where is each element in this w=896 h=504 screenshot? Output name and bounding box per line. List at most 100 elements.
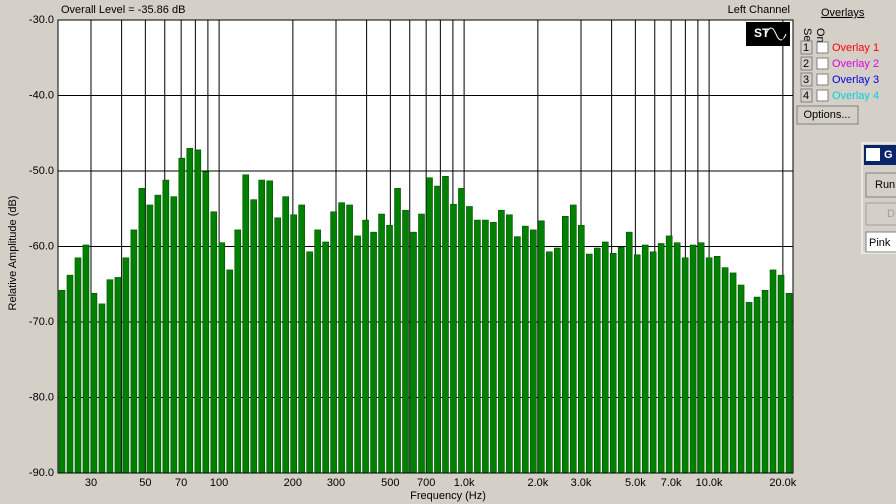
overlay-label: Overlay 2 xyxy=(832,58,879,70)
bar xyxy=(338,202,345,474)
checkbox[interactable] xyxy=(816,41,829,54)
bar xyxy=(410,231,417,474)
bar xyxy=(609,252,617,474)
bar xyxy=(689,244,697,474)
bar xyxy=(314,229,321,474)
bar xyxy=(370,231,377,474)
bar xyxy=(753,296,761,474)
x-tick-label: 50 xyxy=(139,477,151,489)
bar xyxy=(426,177,433,474)
bar xyxy=(170,196,178,474)
overall-level: Overall Level = -35.86 dB xyxy=(61,4,185,16)
bar xyxy=(562,216,569,474)
x-tick-label: 100 xyxy=(210,477,228,489)
bar xyxy=(665,235,673,474)
y-tick-label: -80.0 xyxy=(29,391,54,403)
on-header: On xyxy=(814,28,826,43)
bar xyxy=(490,222,497,474)
checkbox[interactable] xyxy=(816,89,829,102)
disabled-label: D xyxy=(887,208,895,220)
bar xyxy=(434,185,441,474)
bar xyxy=(138,188,146,474)
bar xyxy=(769,269,777,474)
x-tick-label: 5.0k xyxy=(625,477,646,489)
bar xyxy=(386,225,393,474)
bar xyxy=(458,188,465,474)
bar xyxy=(585,253,593,474)
run-button[interactable] xyxy=(865,172,896,198)
set-button[interactable] xyxy=(800,88,813,103)
x-axis-label: Frequency (Hz) xyxy=(410,490,486,502)
x-tick-label: 20.0k xyxy=(769,477,796,489)
bar xyxy=(697,242,705,474)
y-tick-label: -90.0 xyxy=(29,467,54,479)
y-tick-label: -50.0 xyxy=(29,165,54,177)
bar xyxy=(194,149,202,474)
bar xyxy=(601,241,609,474)
overlay-label: Overlay 1 xyxy=(832,42,879,54)
bar xyxy=(178,157,186,474)
checkbox[interactable] xyxy=(816,57,829,70)
side-window: G Run D Pink xyxy=(861,142,896,254)
x-tick-label: 1.0k xyxy=(454,477,475,489)
bar xyxy=(250,199,258,474)
bar xyxy=(569,204,577,474)
set-button[interactable] xyxy=(800,40,813,55)
set-button[interactable] xyxy=(800,56,813,71)
x-tick-label: 2.0k xyxy=(527,477,548,489)
bar xyxy=(218,242,226,474)
bar xyxy=(146,204,154,474)
bar xyxy=(546,251,553,474)
bar xyxy=(106,279,114,474)
x-tick-label: 300 xyxy=(327,477,345,489)
set-button[interactable] xyxy=(800,72,813,87)
bar xyxy=(58,289,66,474)
bar xyxy=(442,175,449,474)
overlay-label: Overlay 4 xyxy=(832,90,879,102)
select[interactable] xyxy=(865,231,896,253)
set-number: 2 xyxy=(803,58,809,70)
bar xyxy=(649,251,657,474)
checkbox[interactable] xyxy=(816,73,829,86)
y-tick-label: -40.0 xyxy=(29,89,54,101)
x-tick-label: 70 xyxy=(175,477,187,489)
bar xyxy=(729,272,737,474)
x-tick-label: 200 xyxy=(284,477,302,489)
bar xyxy=(522,225,529,474)
y-axis-label: Relative Amplitude (dB) xyxy=(7,196,19,311)
bar xyxy=(713,256,721,474)
x-tick-label: 3.0k xyxy=(571,477,592,489)
x-tick-label: 7.0k xyxy=(661,477,682,489)
bar xyxy=(705,257,713,474)
bar xyxy=(530,229,537,474)
bar xyxy=(306,251,313,474)
bar xyxy=(226,269,234,474)
svg-text:ST: ST xyxy=(754,26,770,40)
y-tick-label: -30.0 xyxy=(29,14,54,26)
bar xyxy=(290,214,297,474)
bar xyxy=(122,257,130,474)
bar xyxy=(394,188,401,474)
bar xyxy=(737,284,745,474)
bar xyxy=(90,293,98,474)
bar xyxy=(721,267,729,474)
plot-border xyxy=(57,19,794,474)
overlay-list: 1 Overlay 1 2 Overlay 2 3 Overlay 3 4 Overlay 4 xyxy=(800,40,879,103)
select-label: Pink xyxy=(869,237,891,249)
bar xyxy=(322,241,329,474)
bar xyxy=(514,236,521,474)
bar xyxy=(482,219,489,474)
bar xyxy=(242,174,250,474)
bar xyxy=(274,217,282,474)
x-tick-label: 10.0k xyxy=(696,477,723,489)
bar xyxy=(266,180,274,474)
bar xyxy=(538,220,545,474)
y-tick-label: -70.0 xyxy=(29,316,54,328)
overlay-label: Overlay 3 xyxy=(832,74,879,86)
bar xyxy=(330,211,337,474)
bar xyxy=(617,246,625,474)
bar xyxy=(633,254,641,474)
bar xyxy=(378,213,385,474)
y-tick-label: -60.0 xyxy=(29,240,54,252)
options-button[interactable] xyxy=(796,105,859,125)
